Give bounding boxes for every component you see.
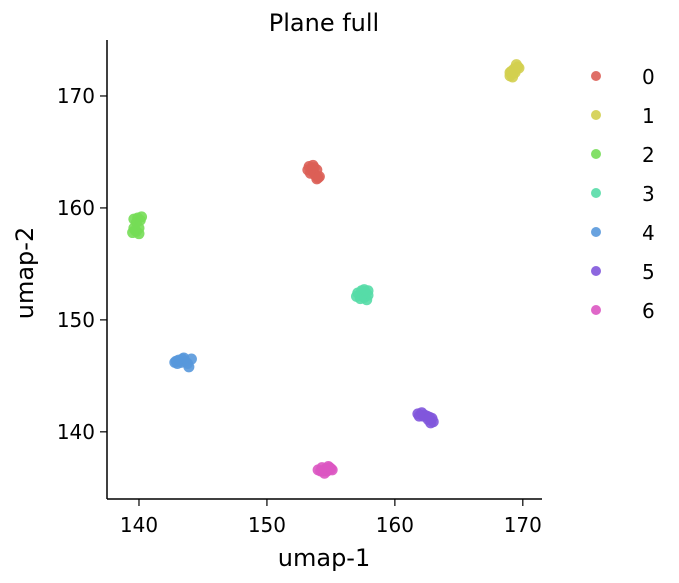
legend-label: 3 [642, 182, 655, 206]
data-point [170, 355, 182, 367]
legend-label: 4 [642, 221, 655, 245]
data-point [136, 211, 148, 223]
series-4 [169, 352, 197, 373]
series-3 [350, 284, 374, 306]
y-axis-label: umap-2 [11, 227, 39, 319]
x-tick-label: 160 [376, 513, 414, 537]
y-tick-label: 140 [57, 420, 95, 444]
plot-area [127, 59, 525, 479]
data-point [350, 290, 362, 302]
legend-marker [591, 188, 601, 198]
data-point [422, 414, 434, 426]
legend-marker [591, 266, 601, 276]
data-point [315, 465, 327, 477]
legend-item-5: 5 [591, 260, 655, 284]
legend-marker [591, 71, 601, 81]
legend-marker [591, 110, 601, 120]
data-point [183, 361, 195, 373]
data-point [313, 171, 325, 183]
data-point [358, 284, 370, 296]
x-axis-ticks: 140 150 160 170 [120, 499, 542, 537]
data-point [307, 159, 319, 171]
legend-label: 1 [642, 104, 655, 128]
legend-label: 2 [642, 143, 655, 167]
data-point [325, 463, 337, 475]
data-point [127, 227, 139, 239]
legend-item-3: 3 [591, 182, 655, 206]
legend-item-0: 0 [591, 65, 655, 89]
data-point [513, 62, 525, 74]
legend-marker [591, 149, 601, 159]
x-axis-label: umap-1 [278, 544, 370, 572]
legend-marker [591, 227, 601, 237]
legend: 0 1 2 3 4 5 6 [591, 65, 655, 323]
legend-label: 0 [642, 65, 655, 89]
legend-item-2: 2 [591, 143, 655, 167]
x-tick-label: 140 [120, 513, 158, 537]
legend-label: 6 [642, 299, 655, 323]
legend-item-4: 4 [591, 221, 655, 245]
x-tick-label: 170 [504, 513, 542, 537]
y-tick-label: 170 [57, 84, 95, 108]
series-2 [127, 211, 148, 240]
series-6 [312, 461, 338, 479]
y-tick-label: 160 [57, 196, 95, 220]
legend-marker [591, 305, 601, 315]
x-tick-label: 150 [248, 513, 286, 537]
legend-item-1: 1 [591, 104, 655, 128]
y-axis-ticks: 140 150 160 170 [57, 84, 107, 444]
data-point [413, 410, 425, 422]
series-1 [504, 59, 525, 83]
y-tick-label: 150 [57, 308, 95, 332]
chart-title: Plane full [269, 9, 379, 37]
legend-label: 5 [642, 260, 655, 284]
legend-item-6: 6 [591, 299, 655, 323]
series-0 [302, 159, 325, 185]
series-5 [412, 407, 439, 429]
